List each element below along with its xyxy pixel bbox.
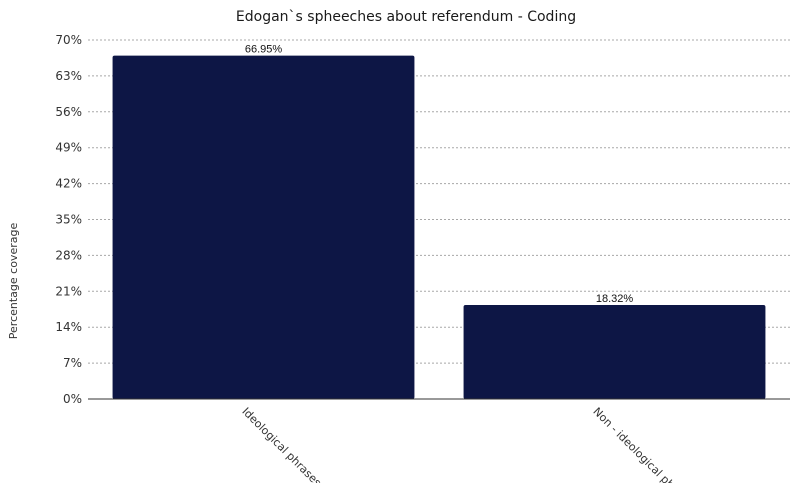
y-tick-label: 63% (55, 69, 82, 83)
x-axis-categories: Ideological phrases Non - ideological ph (239, 405, 677, 483)
bar[interactable] (463, 305, 766, 399)
data-labels: 66.95% 18.32% (245, 44, 634, 305)
chart-title: Edogan`s spheeches about referendum - Co… (236, 9, 576, 25)
y-tick-label: 42% (55, 177, 82, 191)
y-tick-label: 35% (55, 213, 82, 227)
bars (112, 55, 766, 399)
bar[interactable] (112, 55, 415, 399)
x-category-label: Ideological phrases (239, 405, 324, 483)
y-tick-label: 0% (63, 392, 82, 406)
y-tick-label: 49% (55, 141, 82, 155)
y-tick-label: 21% (55, 284, 82, 298)
y-tick-label: 70% (55, 33, 82, 47)
y-axis-label: Percentage coverage (7, 223, 20, 340)
data-label: 18.32% (596, 293, 634, 305)
y-tick-label: 7% (63, 356, 82, 370)
x-category-label: Non - ideological ph (590, 405, 677, 483)
data-label: 66.95% (245, 44, 283, 56)
y-axis-ticks: 0% 7% 14% 21% 28% 35% 42% 49% 56% 63% 70% (55, 33, 82, 406)
y-tick-label: 56% (55, 105, 82, 119)
y-tick-label: 28% (55, 248, 82, 262)
y-tick-label: 14% (55, 320, 82, 334)
